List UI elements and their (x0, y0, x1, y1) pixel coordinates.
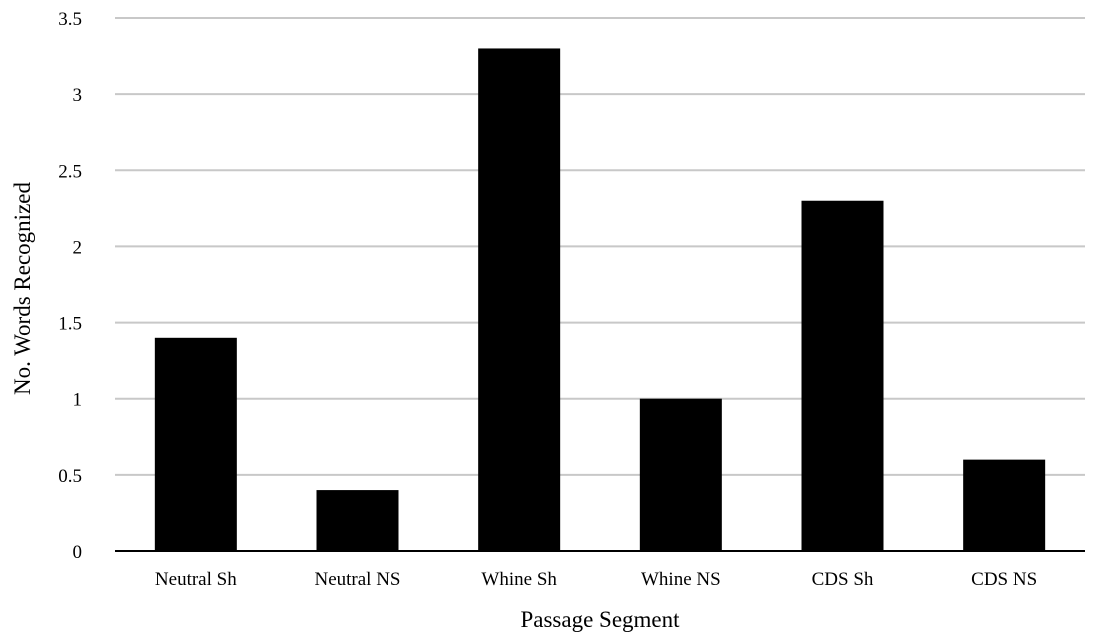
x-tick-label: Whine Sh (481, 569, 557, 590)
y-tick-label: 0 (73, 542, 83, 563)
y-axis-title: No. Words Recognized (10, 182, 35, 395)
x-tick-label: CDS NS (971, 569, 1037, 590)
x-tick-labels: Neutral Sh Neutral NS Whine Sh Whine NS CDS … (155, 569, 1037, 590)
bars (154, 48, 1046, 551)
bar (316, 490, 399, 551)
x-tick-label: Neutral NS (314, 569, 400, 590)
x-tick-label: Whine NS (641, 569, 721, 590)
gridlines (115, 17, 1085, 476)
bar (478, 48, 561, 551)
bar (801, 200, 884, 551)
y-tick-label: 1.5 (58, 314, 82, 335)
y-tick-label: 2.5 (58, 161, 82, 182)
y-tick-label: 3 (73, 85, 83, 106)
bar (154, 337, 237, 551)
bar (639, 398, 722, 551)
y-tick-label: 0.5 (58, 466, 82, 487)
y-tick-label: 1 (73, 390, 83, 411)
bar (963, 459, 1046, 551)
x-axis-title: Passage Segment (520, 607, 680, 632)
y-tick-label: 2 (73, 237, 83, 258)
x-tick-label: Neutral Sh (155, 569, 237, 590)
x-tick-label: CDS Sh (812, 569, 874, 590)
y-tick-labels: 0 0.5 1 1.5 2 2.5 3 3.5 (58, 9, 82, 563)
y-tick-label: 3.5 (58, 9, 82, 30)
